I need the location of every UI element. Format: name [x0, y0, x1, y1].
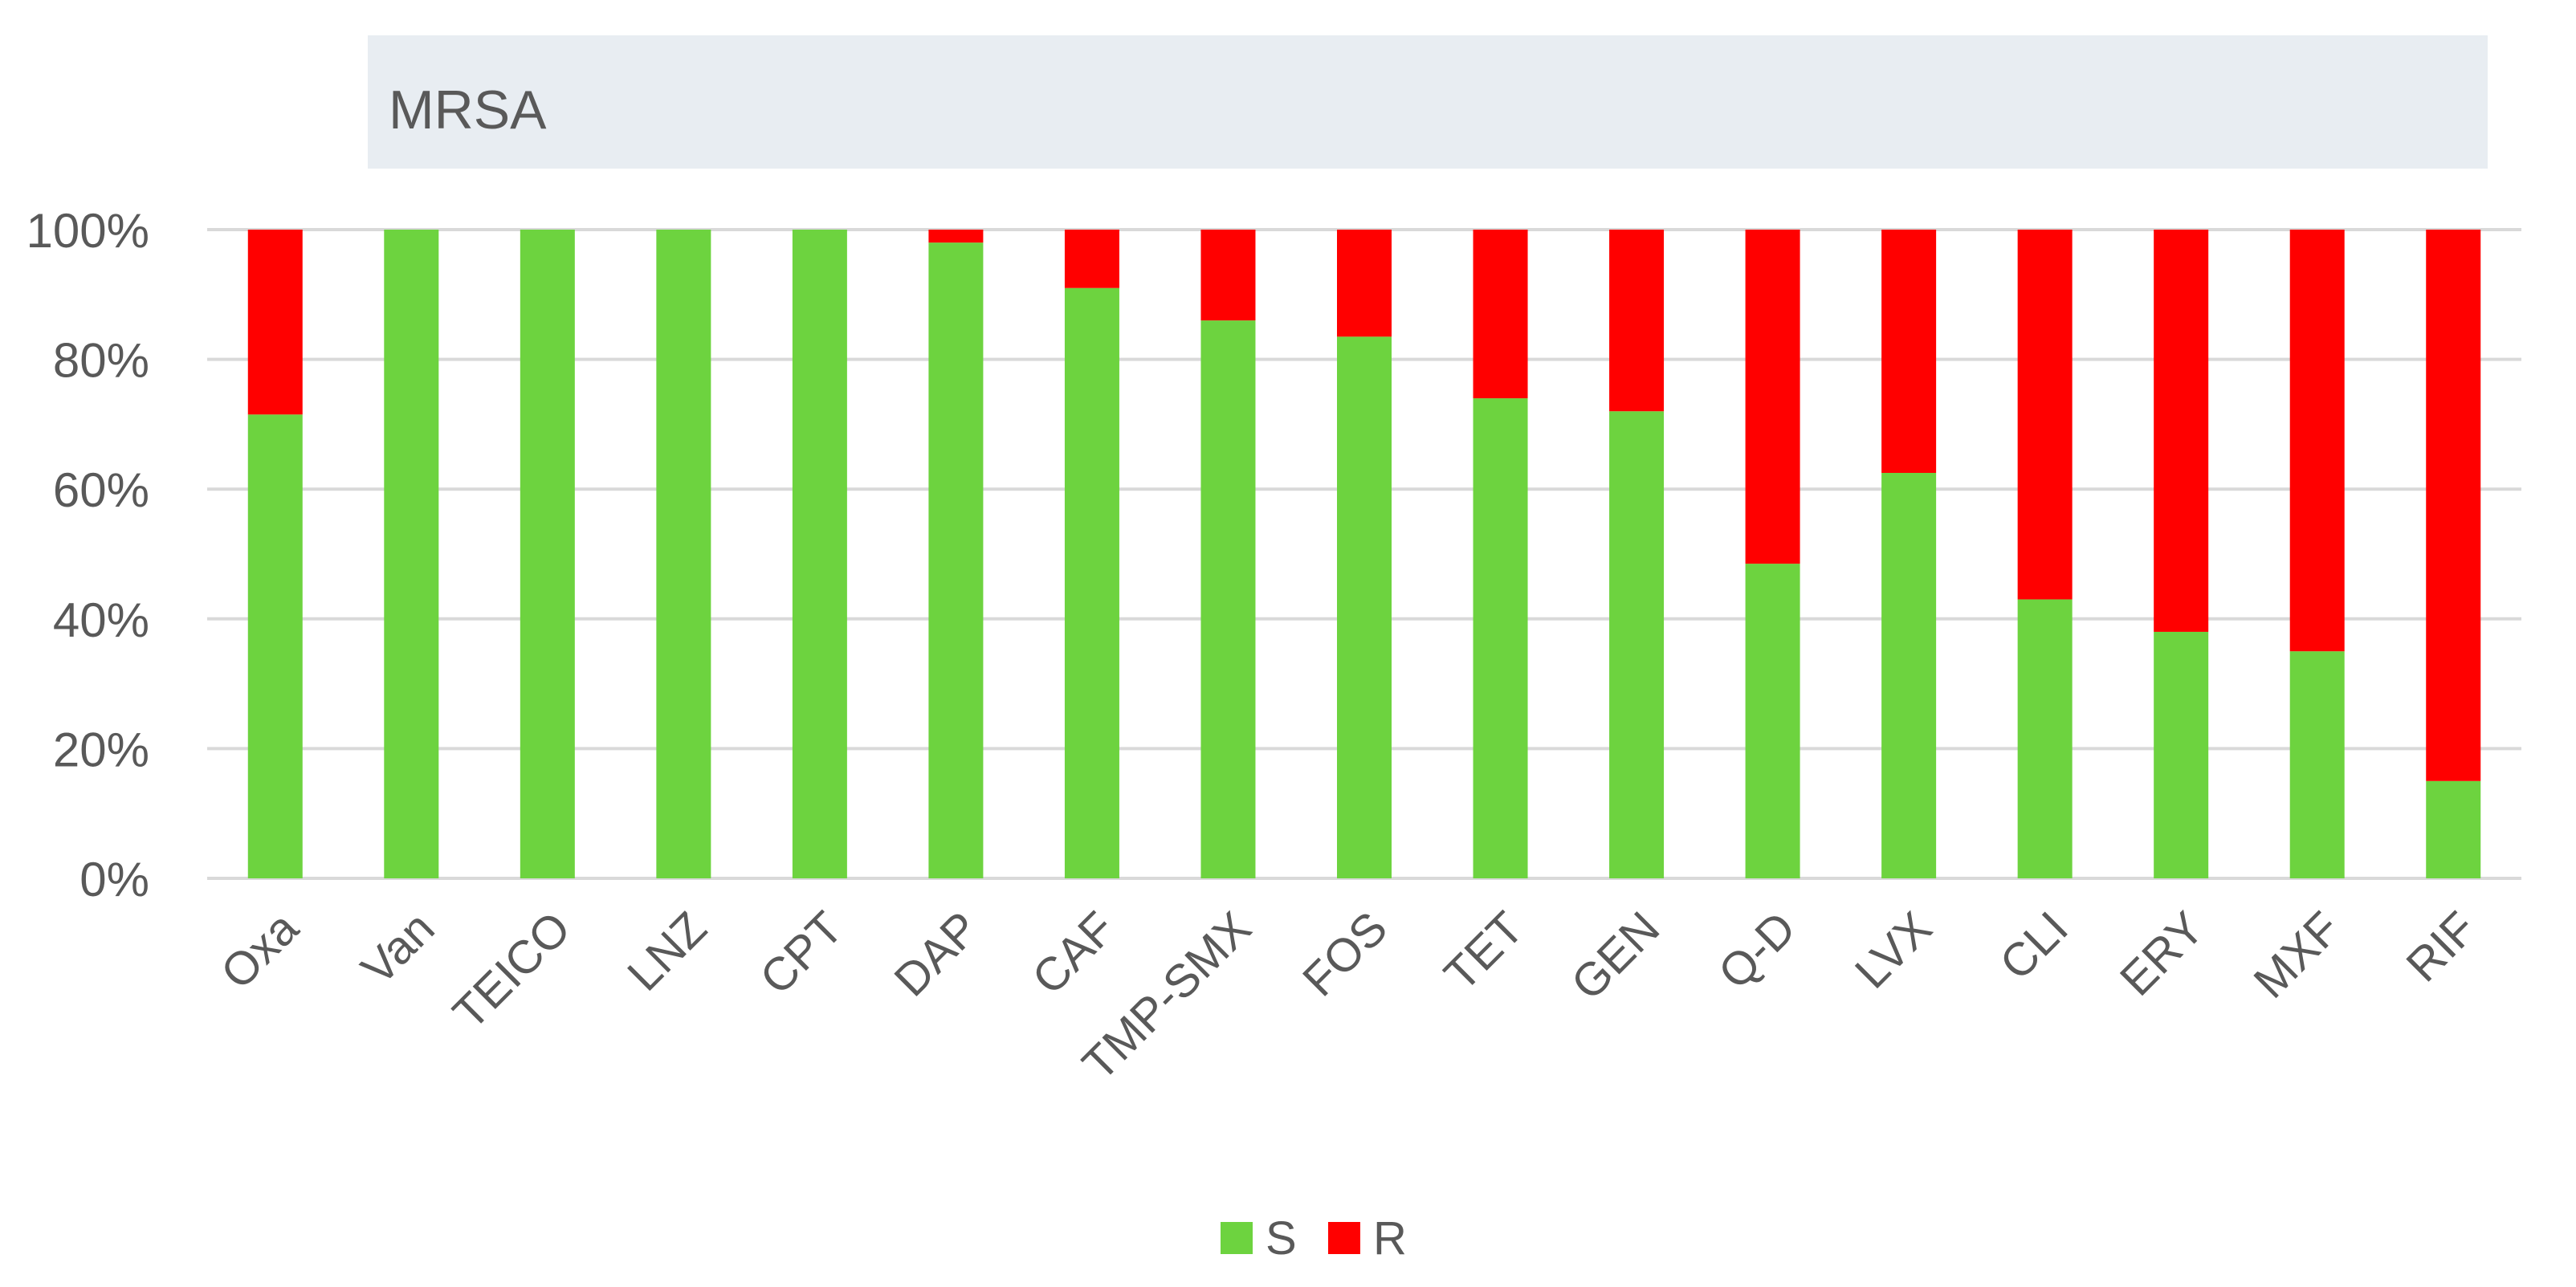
y-tick-label: 40%: [53, 593, 149, 647]
x-tick-label: LNZ: [618, 902, 716, 1000]
bar-s-fos: [1337, 336, 1392, 878]
x-tick-label: CPT: [750, 902, 853, 1004]
x-tick-label: CAF: [1022, 902, 1125, 1004]
bar-r-lvx: [1881, 230, 1937, 473]
x-tick-label: ERY: [2110, 902, 2215, 1006]
bar-r-ery: [2154, 230, 2209, 632]
y-tick-label: 100%: [26, 204, 149, 258]
x-tick-label: Q-D: [1709, 902, 1806, 999]
x-tick-label: TEICO: [443, 902, 581, 1039]
chart-title-band: [368, 35, 2488, 169]
bar-s-dap: [928, 242, 984, 878]
y-tick-label: 20%: [53, 723, 149, 776]
bar-s-caf: [1064, 287, 1119, 879]
x-tick-label: Van: [352, 902, 445, 995]
bar-r-tmp-smx: [1200, 230, 1256, 321]
legend-swatch-s: [1221, 1222, 1253, 1254]
bar-s-van: [384, 230, 439, 878]
x-tick-label: TET: [1434, 902, 1533, 1000]
y-tick-label: 80%: [53, 334, 149, 388]
chart-title: MRSA: [389, 79, 547, 141]
x-tick-label: LVX: [1845, 902, 1942, 998]
bar-s-q-d: [1745, 564, 1800, 878]
x-tick-label: MXF: [2244, 902, 2350, 1008]
bar-r-fos: [1337, 230, 1392, 337]
bar-s-tet: [1473, 398, 1528, 879]
bar-s-rif: [2426, 780, 2481, 878]
legend-label-r: R: [1373, 1212, 1407, 1265]
bar-s-lnz: [656, 230, 711, 878]
x-tick-label: DAP: [884, 902, 988, 1006]
y-tick-label: 60%: [53, 463, 149, 517]
bar-s-gen: [1609, 411, 1665, 878]
bar-s-oxa: [247, 414, 303, 878]
y-axis-tick-labels: 0% 20% 40% 60% 80% 100%: [26, 204, 149, 906]
bar-s-lvx: [1881, 473, 1937, 878]
bar-r-oxa: [247, 230, 303, 415]
x-tick-label: RIF: [2396, 902, 2486, 992]
x-tick-label: Oxa: [211, 902, 309, 1000]
bar-r-caf: [1064, 230, 1119, 288]
x-tick-label: FOS: [1293, 902, 1397, 1006]
bar-r-tet: [1473, 230, 1528, 399]
y-tick-label: 0%: [79, 853, 149, 906]
bars: [247, 230, 2481, 879]
legend-label-s: S: [1266, 1212, 1297, 1265]
bar-s-teico: [520, 230, 575, 878]
bar-s-cpt: [792, 230, 847, 878]
bar-r-dap: [928, 230, 984, 243]
legend-swatch-r: [1328, 1222, 1360, 1254]
bar-s-mxf: [2289, 651, 2345, 878]
bar-s-ery: [2154, 631, 2209, 878]
bar-r-cli: [2017, 230, 2073, 600]
bar-r-q-d: [1745, 230, 1800, 564]
bar-r-gen: [1609, 230, 1665, 412]
bar-s-cli: [2017, 599, 2073, 878]
bar-r-rif: [2426, 230, 2481, 781]
bar-s-tmp-smx: [1200, 320, 1256, 878]
x-tick-label: CLI: [1990, 902, 2078, 990]
x-tick-label: GEN: [1561, 902, 1669, 1010]
bar-r-mxf: [2289, 230, 2345, 652]
